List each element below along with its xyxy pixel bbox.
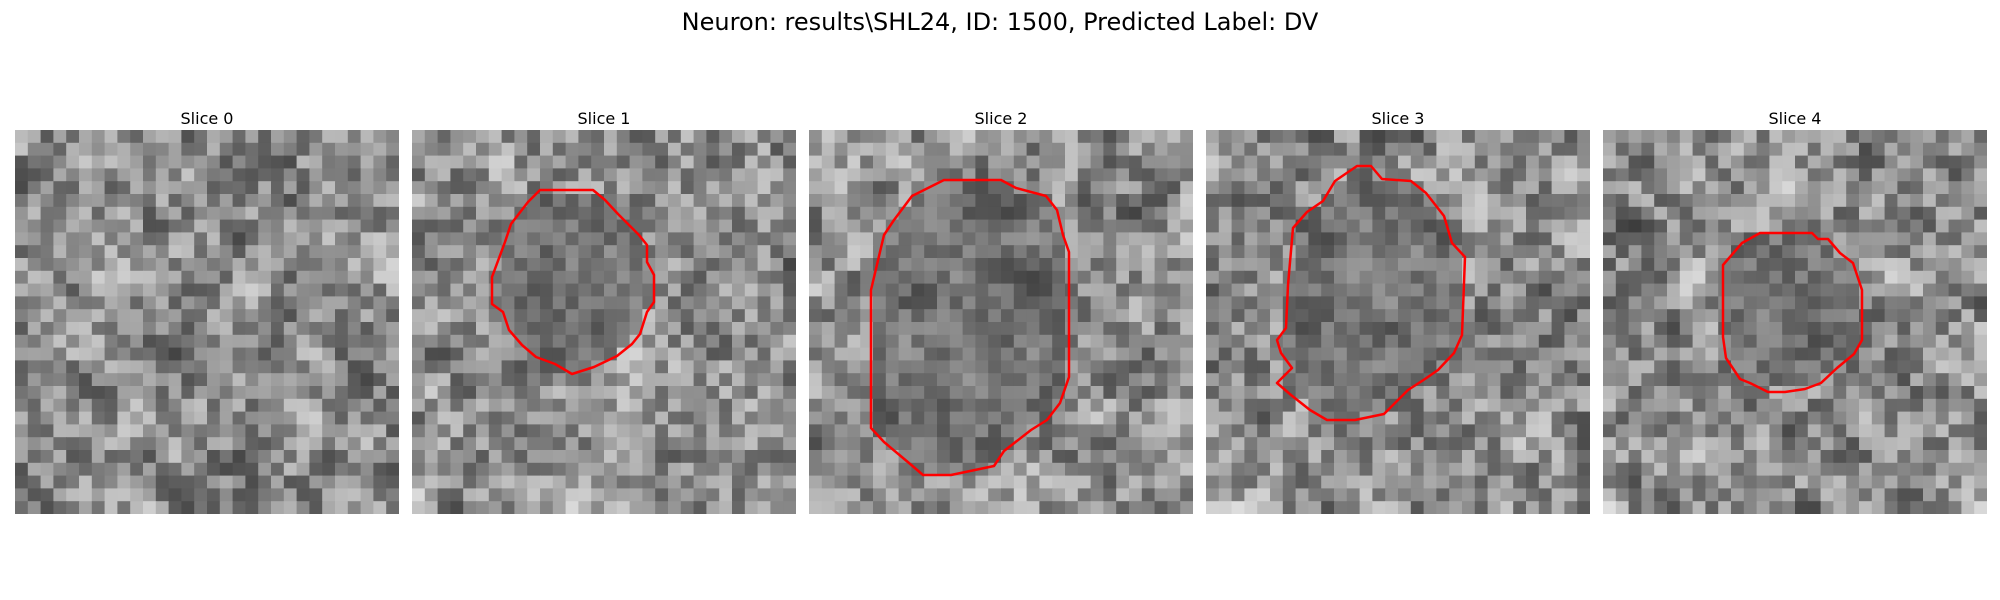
slice-title: Slice 2 (974, 109, 1028, 128)
segmentation-contour (1275, 164, 1467, 422)
pixel-grid (15, 130, 399, 514)
slice-panel-2: Slice 2 (809, 108, 1193, 514)
slice-panel-1: Slice 1 (412, 108, 796, 514)
slice-image (809, 130, 1193, 514)
pixel-grid (1206, 130, 1590, 514)
slice-title: Slice 4 (1768, 109, 1822, 128)
segmentation-contour (1721, 231, 1864, 394)
figure-title: Neuron: results\SHL24, ID: 1500, Predict… (681, 8, 1319, 36)
pixel-grid (412, 130, 796, 514)
slice-panel-3: Slice 3 (1206, 108, 1590, 514)
segmentation-contour (869, 178, 1071, 477)
segmentation-contour (490, 188, 656, 376)
slice-image (412, 130, 796, 514)
slice-panel-4: Slice 4 (1603, 108, 1987, 514)
pixel-grid (1603, 130, 1987, 514)
slice-panel-0: Slice 0 (15, 108, 399, 514)
slice-image (15, 130, 399, 514)
slice-title: Slice 1 (577, 109, 631, 128)
pixel-grid (809, 130, 1193, 514)
slice-image (1603, 130, 1987, 514)
slice-title: Slice 3 (1371, 109, 1425, 128)
slice-title: Slice 0 (180, 109, 234, 128)
slice-image (1206, 130, 1590, 514)
